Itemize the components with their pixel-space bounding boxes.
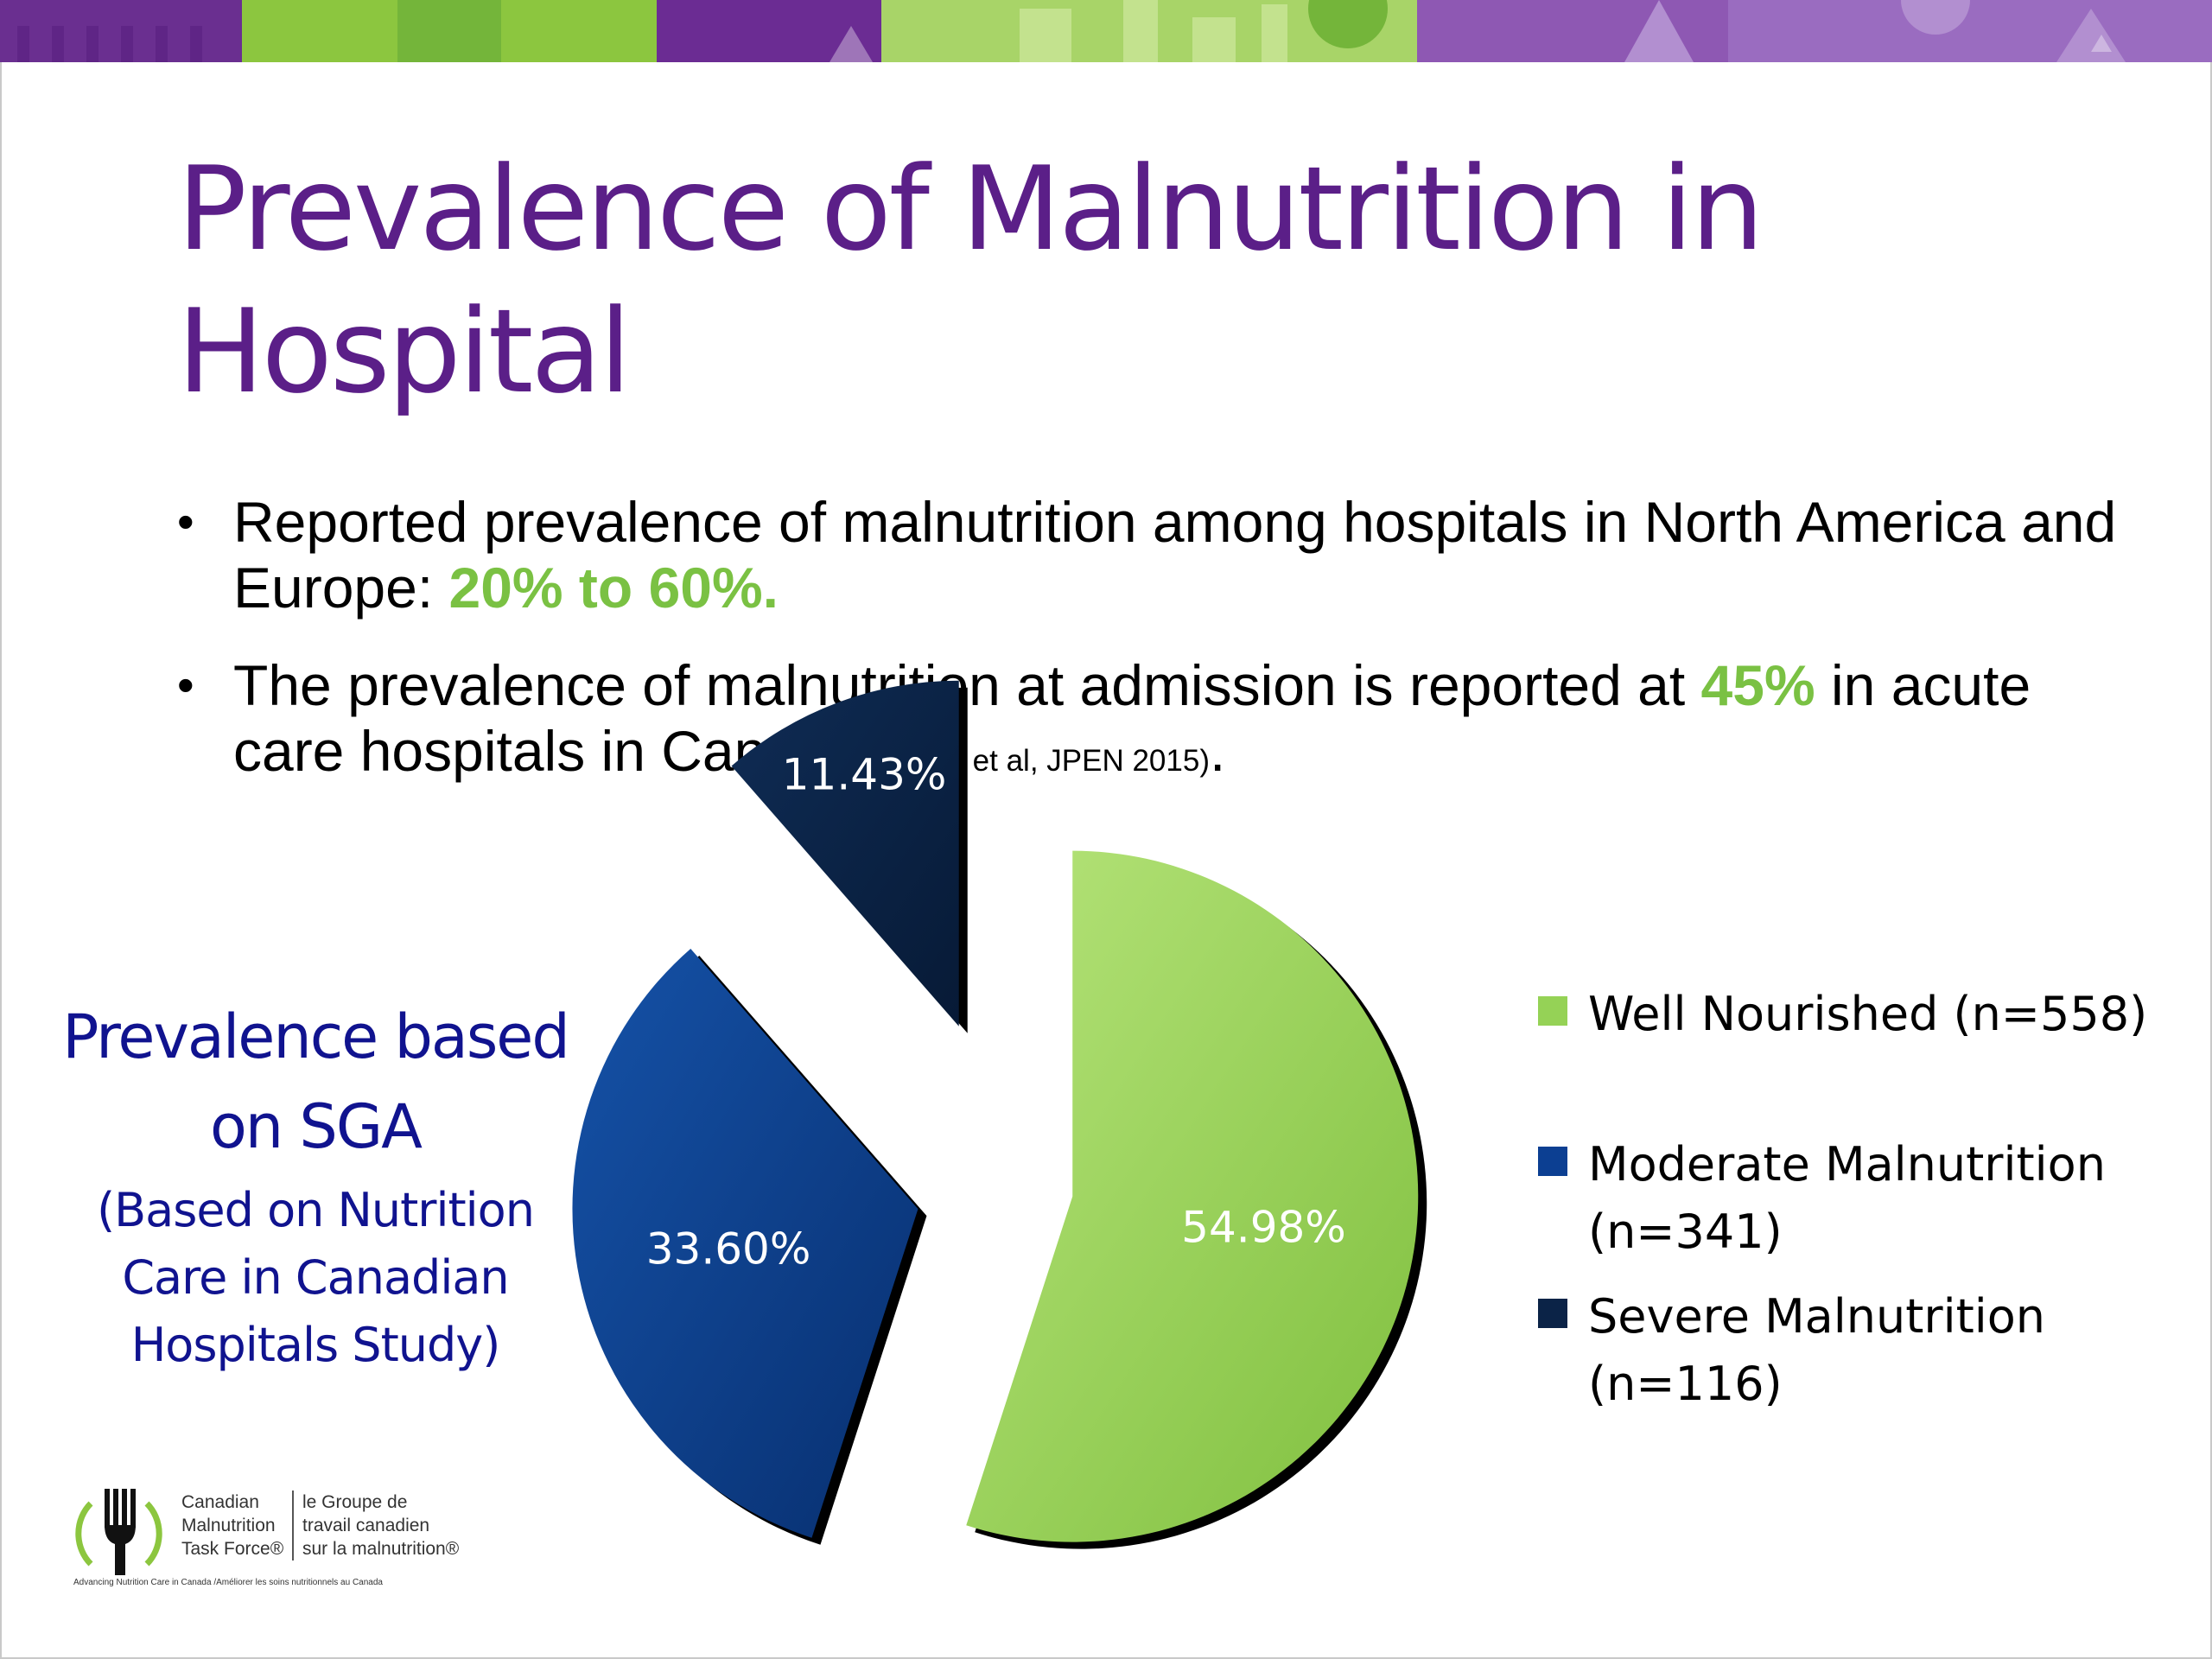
bullet-text-part: . <box>1209 719 1226 783</box>
legend-label-count: (n=341) <box>1588 1205 1783 1259</box>
pie-slice-severe-label: 11.43% <box>782 750 947 800</box>
cmtf-logo <box>75 1489 162 1575</box>
bullet-dot: • <box>177 494 194 549</box>
bullet-text: Reported prevalence of malnutrition amon… <box>177 489 2121 620</box>
legend-item-severe: Severe Malnutrition (n=116) <box>1538 1283 2160 1418</box>
side-heading-sub-2: Care in Canadian <box>122 1250 509 1305</box>
legend-swatch-moderate <box>1538 1147 1567 1176</box>
chart-side-heading: Prevalence based on SGA (Based on Nutrit… <box>35 992 596 1379</box>
logo-text-line: le Groupe de <box>302 1492 408 1512</box>
slide-frame <box>0 62 2212 1659</box>
pie-slice-severe <box>731 680 959 1027</box>
pie-slice-well-nourished-label: 54.98% <box>1181 1203 1346 1253</box>
pie-slice-moderate <box>572 948 918 1538</box>
logo-text-line: sur la malnutrition® <box>302 1539 460 1559</box>
side-heading-line-2: on SGA <box>209 1091 423 1162</box>
bullet-dot: • <box>177 658 194 712</box>
legend-label: Well Nourished (n=558) <box>1588 987 2148 1041</box>
bullet-prevalence-range: • Reported prevalence of malnutrition am… <box>177 489 2121 620</box>
bullet-highlight: 45% <box>1700 653 1815 717</box>
bullet-highlight: 20% to 60%. <box>448 556 779 620</box>
logo-text-line: Malnutrition <box>181 1516 276 1535</box>
legend-item-moderate: Moderate Malnutrition (n=341) <box>1538 1131 2160 1266</box>
slide-title: Prevalence of Malnutrition in Hospital <box>177 138 1992 423</box>
logo-text-english: Canadian Malnutrition Task Force® <box>181 1491 283 1560</box>
chart-legend: Well Nourished (n=558) Moderate Malnutri… <box>1538 981 2160 1418</box>
legend-swatch-well-nourished <box>1538 996 1567 1026</box>
bullet-text-part: Reported prevalence of malnutrition amon… <box>233 490 2117 620</box>
legend-label-count: (n=116) <box>1588 1357 1783 1411</box>
logo-tagline: Advancing Nutrition Care in Canada /Amél… <box>73 1578 383 1587</box>
legend-label: Moderate Malnutrition <box>1588 1137 2106 1192</box>
logo-text-french: le Groupe de travail canadien sur la mal… <box>292 1491 459 1560</box>
pie-slice-moderate-label: 33.60% <box>646 1224 811 1274</box>
side-heading-sub-1: (Based on Nutrition <box>97 1183 535 1237</box>
title-line-2: Hospital <box>177 284 632 419</box>
legend-swatch-severe <box>1538 1299 1567 1328</box>
side-heading-sub: (Based on Nutrition Care in Canadian Hos… <box>35 1177 596 1379</box>
side-heading-sub-3: Hospitals Study) <box>130 1318 501 1372</box>
logo-text-line: travail canadien <box>302 1516 430 1535</box>
legend-label: Severe Malnutrition <box>1588 1289 2046 1344</box>
side-heading-line-1: Prevalence based <box>62 1001 570 1072</box>
title-line-1: Prevalence of Malnutrition in <box>177 142 1764 276</box>
pie-slice-well-nourished <box>966 850 1419 1542</box>
legend-item-well-nourished: Well Nourished (n=558) <box>1538 981 2160 1048</box>
logo-text-line: Canadian <box>181 1492 259 1512</box>
logo-text-line: Task Force® <box>181 1539 284 1559</box>
header-banner <box>0 0 2212 62</box>
